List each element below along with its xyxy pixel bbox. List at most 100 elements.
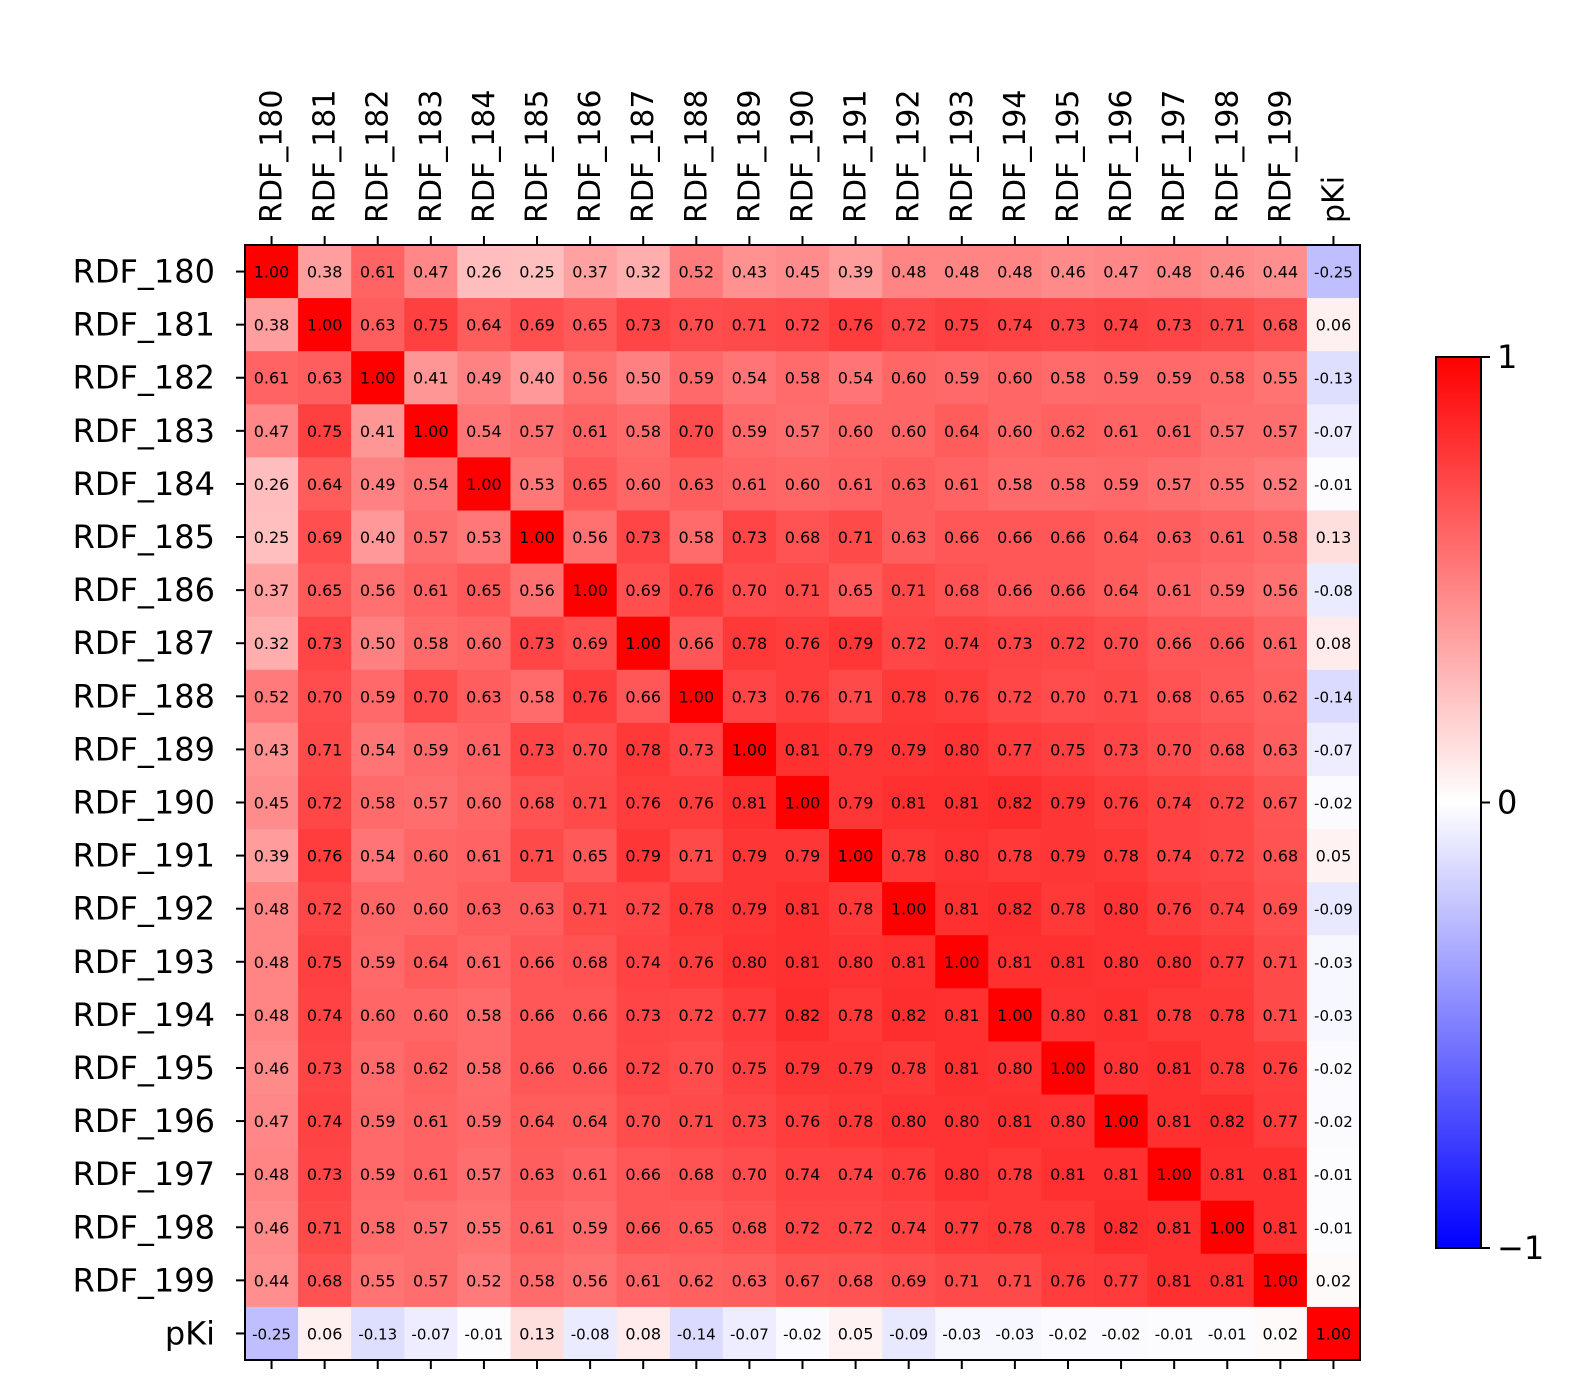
heatmap-cell [1094,669,1149,724]
heatmap-cell [1306,351,1361,405]
heatmap-cell [404,988,458,1043]
cell-value-label: 0.58 [678,528,714,547]
heatmap-cell [722,1200,777,1255]
cell-value-label: 0.56 [360,581,396,600]
y-tick-label: RDF_196 [73,1102,215,1140]
cell-value-label: 0.60 [466,634,502,653]
cell-value-label: 0.71 [732,316,768,335]
heatmap-cell [882,669,936,724]
cell-value-label: 0.57 [413,1271,449,1290]
heatmap-cell [351,1253,405,1308]
heatmap-cell [882,298,936,352]
heatmap-cell [510,1253,565,1308]
cell-value-label: 0.52 [678,263,714,282]
heatmap-cell [351,775,405,830]
cell-value-label: 0.72 [891,316,927,335]
cell-value-label: 0.80 [1103,953,1139,972]
cell-value-label: 0.75 [307,422,343,441]
heatmap-cell [1200,1147,1255,1202]
heatmap-cell [1094,775,1149,830]
x-tick-label: RDF_199 [1263,90,1298,223]
heatmap-cell [1094,1041,1149,1096]
y-tick-label: RDF_195 [73,1049,215,1087]
heatmap-cell [298,1200,352,1255]
cell-value-label: 0.70 [413,687,449,706]
heatmap-cell [351,935,405,989]
cell-value-label: 0.62 [1050,422,1086,441]
heatmap-cell [669,669,724,724]
heatmap-cell [669,563,724,618]
heatmap-cell [563,351,618,405]
heatmap-cell [298,563,352,618]
cell-value-label: 0.77 [1263,1112,1299,1131]
y-tick-label: RDF_183 [73,412,215,450]
heatmap-cell [1094,1147,1149,1202]
heatmap-cell [882,457,936,512]
heatmap-cell [1200,563,1255,618]
heatmap-cell [775,882,830,936]
heatmap-cell [882,1147,936,1202]
cell-value-label: 0.60 [891,369,927,388]
cell-value-label: 0.59 [360,1165,396,1184]
heatmap-cell [775,510,830,565]
cell-value-label: 0.61 [1103,422,1139,441]
heatmap-cell [1200,829,1255,883]
heatmap-cell [1200,245,1255,299]
cell-value-label: 0.61 [413,1165,449,1184]
cell-value-label: 0.80 [1156,953,1192,972]
heatmap-cell [829,1147,883,1202]
cell-value-label: 0.71 [944,1271,980,1290]
cell-value-label: -0.02 [783,1325,822,1343]
heatmap-cell [351,298,405,352]
cell-value-label: 0.56 [572,369,608,388]
heatmap-cell [775,404,830,458]
cell-value-label: 0.78 [838,1112,874,1131]
heatmap-cell [1253,722,1308,777]
cell-value-label: 0.73 [997,634,1033,653]
cell-value-label: 0.65 [572,475,608,494]
cell-value-label: 0.79 [838,1059,874,1078]
cell-value-label: 0.73 [1156,316,1192,335]
cell-value-label: 0.59 [1103,475,1139,494]
cell-value-label: 0.76 [838,316,874,335]
heatmap-cell [298,829,352,883]
heatmap-cell [510,829,565,883]
cell-value-label: 0.61 [1156,581,1192,600]
cell-value-label: 0.58 [1209,369,1245,388]
cell-value-label: -0.02 [1314,1060,1353,1078]
cell-value-label: 0.54 [413,475,449,494]
cell-value-label: 0.61 [625,1271,661,1290]
heatmap-cell [775,298,830,352]
cell-value-label: -0.07 [1314,741,1353,759]
heatmap-cell [722,882,777,936]
cell-value-label: 0.66 [625,687,661,706]
cell-value-label: 0.65 [1209,687,1245,706]
heatmap-cell [351,829,405,883]
cell-value-label: 0.50 [360,634,396,653]
heatmap-cell [1253,298,1308,352]
cell-value-label: 0.58 [997,475,1033,494]
heatmap-cell [988,351,1043,405]
cell-value-label: 0.78 [891,1059,927,1078]
cell-value-label: -0.01 [1155,1325,1194,1343]
cell-value-label: 0.74 [785,1165,821,1184]
y-tick-label: RDF_197 [73,1155,215,1193]
cell-value-label: 0.55 [360,1271,396,1290]
heatmap-cell [775,616,830,671]
cell-value-label: 0.73 [307,1165,343,1184]
heatmap-cell [616,1253,671,1308]
heatmap-cell [1147,829,1202,883]
cell-value-label: 0.39 [838,263,874,282]
heatmap-cell [935,404,989,458]
cell-value-label: 0.66 [572,1059,608,1078]
heatmap-cell [1147,1253,1202,1308]
cell-value-label: 0.66 [997,581,1033,600]
cell-value-label: 0.72 [1209,794,1245,813]
heatmap-cell [510,1041,565,1096]
heatmap-cell [882,1094,936,1149]
cell-value-label: 0.08 [625,1324,661,1343]
cell-value-label: -0.01 [1314,1219,1353,1237]
cell-value-label: 0.78 [678,900,714,919]
heatmap-cell [935,1041,989,1096]
cell-value-label: 0.59 [360,687,396,706]
